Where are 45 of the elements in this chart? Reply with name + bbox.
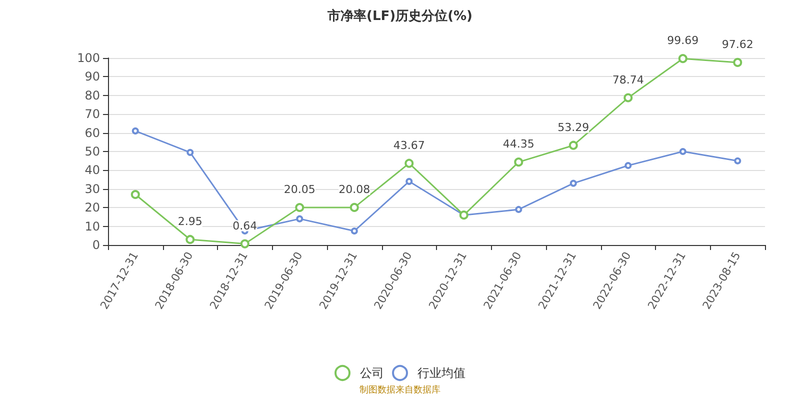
- data-label: 20.05: [284, 183, 316, 196]
- point: [295, 203, 304, 212]
- y-tick-label: 90: [84, 70, 100, 84]
- y-tick-label: 20: [84, 200, 100, 215]
- y-tick-label: 70: [84, 107, 100, 122]
- point: [515, 206, 522, 213]
- legend-label: 公司: [360, 366, 384, 380]
- point: [132, 127, 139, 134]
- point: [350, 227, 358, 234]
- y-tick-label: 60: [84, 126, 100, 140]
- y-tick-label: 50: [84, 144, 100, 158]
- y-tick-label: 100: [77, 51, 100, 65]
- y-tick-label: 10: [84, 219, 100, 234]
- data-label: 78.74: [612, 73, 644, 86]
- y-tick-label: 80: [84, 88, 100, 102]
- data-label: 53.29: [558, 120, 590, 134]
- point: [406, 178, 413, 185]
- point: [186, 148, 194, 156]
- data-label: 43.67: [393, 138, 425, 152]
- point: [568, 140, 578, 150]
- point: [624, 93, 633, 102]
- y-tick-label: 30: [84, 182, 100, 196]
- point: [404, 158, 414, 168]
- point: [678, 54, 688, 64]
- chart-title: 市净率(LF)历史分位(%): [326, 8, 472, 24]
- data-label: 97.62: [722, 38, 754, 51]
- point: [734, 157, 742, 164]
- point: [679, 148, 686, 155]
- legend-label: 行业均值: [418, 366, 466, 380]
- text: 制图数据来自数据库: [360, 384, 440, 396]
- y-tick-label: 40: [84, 163, 100, 178]
- point: [624, 162, 632, 170]
- point: [733, 58, 742, 67]
- y-tick-label: 0: [92, 238, 100, 252]
- data-label: 44.35: [502, 138, 534, 151]
- point: [514, 158, 524, 167]
- data-label: 20.08: [338, 182, 370, 196]
- point: [130, 190, 140, 200]
- data-label: 2.95: [178, 214, 202, 228]
- data-label: 99.69: [667, 34, 699, 48]
- point: [240, 239, 250, 248]
- point: [350, 202, 359, 212]
- point: [186, 234, 195, 244]
- point: [570, 180, 577, 187]
- point: [296, 215, 304, 222]
